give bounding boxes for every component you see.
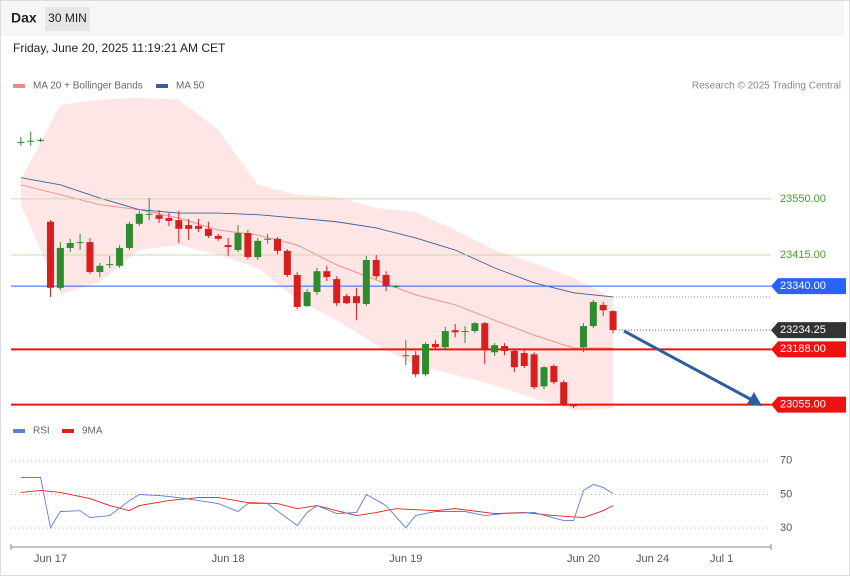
candle-body bbox=[570, 405, 578, 407]
candle-body bbox=[599, 304, 607, 311]
candle-body bbox=[510, 351, 518, 368]
level-badge bbox=[771, 278, 846, 295]
candle-body bbox=[372, 259, 380, 277]
candle-body bbox=[343, 296, 351, 304]
legend-label: MA 50 bbox=[176, 81, 205, 92]
candle-body bbox=[283, 250, 291, 275]
candle-body bbox=[86, 242, 94, 273]
candle-body bbox=[579, 326, 587, 348]
candle-body bbox=[214, 235, 222, 239]
candle-body bbox=[412, 355, 420, 375]
candle-body bbox=[451, 330, 459, 333]
candle-body bbox=[589, 301, 597, 327]
legend-swatch bbox=[62, 429, 74, 433]
candle-body bbox=[520, 353, 528, 366]
candle-body bbox=[27, 140, 35, 142]
level-label: 23340.00 bbox=[780, 280, 826, 292]
legend-swatch bbox=[156, 84, 168, 88]
ma-line bbox=[20, 177, 614, 298]
candle-body bbox=[323, 271, 331, 278]
candle-body bbox=[550, 365, 558, 383]
level-badge bbox=[771, 396, 846, 413]
candle-body bbox=[224, 245, 232, 248]
candle-body bbox=[195, 225, 203, 229]
level-label: 23055.00 bbox=[780, 399, 826, 411]
candle-body bbox=[76, 242, 84, 244]
candle-body bbox=[106, 264, 114, 266]
candle-body bbox=[66, 242, 74, 248]
x-tick-label: Jun 20 bbox=[567, 553, 600, 565]
x-tick-label: Jul 1 bbox=[710, 553, 733, 565]
x-tick-label: Jun 19 bbox=[389, 553, 422, 565]
level-badge bbox=[771, 322, 846, 339]
candle-body bbox=[431, 343, 439, 348]
legend-label: 9MA bbox=[82, 426, 103, 437]
trend-arrow bbox=[623, 329, 762, 406]
y-tick-label: 70 bbox=[780, 455, 792, 467]
candle-body bbox=[402, 355, 410, 357]
candle-body bbox=[501, 346, 509, 351]
candle-body bbox=[46, 221, 54, 288]
level-label: 23415.00 bbox=[780, 249, 826, 261]
candle-body bbox=[392, 286, 400, 288]
candle-body bbox=[530, 354, 538, 388]
candle-body bbox=[17, 141, 25, 143]
candle-body bbox=[264, 238, 272, 240]
candle-body bbox=[116, 247, 124, 266]
level-label: 23550.00 bbox=[780, 193, 826, 205]
legend-label: MA 20 + Bollinger Bands bbox=[33, 81, 143, 92]
candle-body bbox=[540, 367, 548, 387]
candle-body bbox=[609, 311, 617, 331]
candle-body bbox=[234, 232, 242, 251]
level-badge bbox=[771, 341, 846, 358]
candle-body bbox=[96, 265, 104, 273]
timeframe-label[interactable]: 30 MIN bbox=[48, 11, 87, 25]
x-tick-label: Jun 24 bbox=[636, 553, 669, 565]
candle-body bbox=[352, 296, 360, 304]
candle-body bbox=[422, 343, 430, 375]
source: Research © 2025 Trading Central bbox=[692, 81, 841, 92]
candle-body bbox=[155, 215, 163, 219]
timeframe-button[interactable] bbox=[45, 7, 90, 31]
candle-body bbox=[362, 259, 370, 305]
level-label: 23188.00 bbox=[780, 343, 826, 355]
candle-body bbox=[165, 218, 173, 221]
header-bar bbox=[1, 1, 844, 36]
candle-body bbox=[244, 232, 252, 258]
candle-body bbox=[461, 331, 469, 333]
candle-body bbox=[145, 213, 153, 215]
candle-body bbox=[382, 274, 390, 287]
candle-body bbox=[135, 213, 143, 224]
candle-body bbox=[491, 345, 499, 353]
candle-body bbox=[125, 223, 133, 248]
candle-body bbox=[313, 271, 321, 292]
instrument-title: Dax bbox=[11, 10, 37, 26]
legend-label: RSI bbox=[33, 426, 50, 437]
x-tick-label: Jun 17 bbox=[34, 553, 67, 565]
candle-body bbox=[333, 279, 341, 304]
candle-body bbox=[175, 220, 183, 229]
candle-body bbox=[293, 274, 301, 307]
y-tick-label: 50 bbox=[780, 488, 792, 500]
candle-body bbox=[471, 323, 479, 332]
timestamp: Friday, June 20, 2025 11:19:21 AM CET bbox=[13, 41, 226, 55]
level-label: 23234.25 bbox=[780, 324, 826, 336]
indicator-line bbox=[20, 477, 614, 529]
x-tick-label: Jun 18 bbox=[212, 553, 245, 565]
legend-swatch bbox=[13, 84, 25, 88]
y-tick-label: 30 bbox=[780, 522, 792, 534]
candle-body bbox=[481, 323, 489, 351]
candle-body bbox=[56, 247, 64, 288]
candle-body bbox=[254, 240, 262, 258]
candle-body bbox=[204, 228, 212, 236]
legend-swatch bbox=[13, 429, 25, 433]
candle-body bbox=[37, 139, 45, 141]
candle-body bbox=[560, 382, 568, 405]
candle-body bbox=[185, 225, 193, 229]
candle-body bbox=[303, 291, 311, 307]
candle-body bbox=[441, 331, 449, 348]
candle-body bbox=[273, 238, 281, 251]
